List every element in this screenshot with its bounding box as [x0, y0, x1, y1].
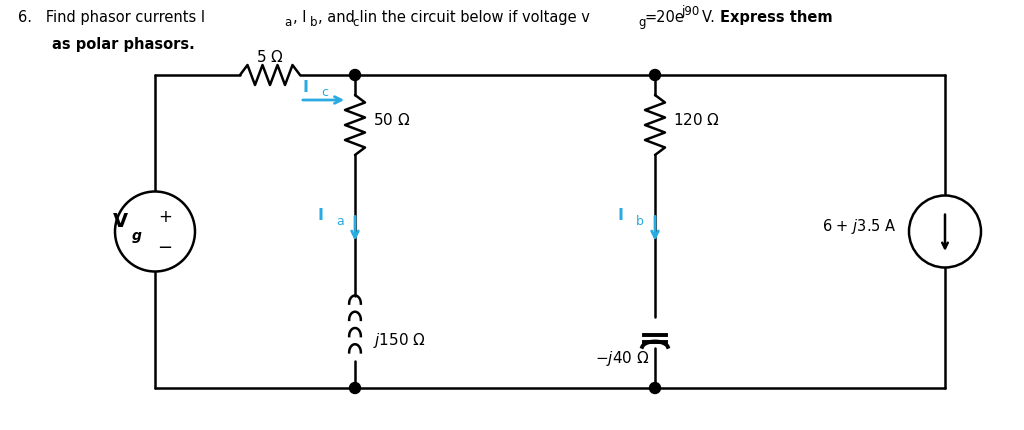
Text: a: a	[336, 215, 344, 228]
Text: $\mathbf{I}$: $\mathbf{I}$	[617, 208, 624, 224]
Text: c: c	[321, 86, 328, 99]
Text: Express them: Express them	[720, 10, 833, 25]
Text: =20e: =20e	[644, 10, 684, 25]
Text: 6 + $j$3.5 A: 6 + $j$3.5 A	[822, 217, 897, 236]
Text: $\mathbf{I}$: $\mathbf{I}$	[317, 208, 324, 224]
Text: as polar phasors.: as polar phasors.	[52, 37, 195, 52]
Text: j90: j90	[681, 5, 699, 18]
Circle shape	[909, 196, 981, 267]
Circle shape	[115, 191, 195, 271]
Text: , and I: , and I	[318, 10, 365, 25]
Circle shape	[649, 383, 660, 393]
Text: $j$150 $\Omega$: $j$150 $\Omega$	[373, 331, 426, 350]
Text: +: +	[158, 209, 172, 227]
Text: −: −	[158, 239, 173, 257]
Text: in the circuit below if voltage v: in the circuit below if voltage v	[359, 10, 590, 25]
Text: $\mathbf{V}$: $\mathbf{V}$	[112, 212, 128, 231]
Text: b: b	[636, 215, 644, 228]
Circle shape	[349, 70, 360, 80]
Text: a: a	[285, 16, 292, 29]
Text: $\mathbf{I}$: $\mathbf{I}$	[302, 79, 308, 95]
Text: 6.   Find phasor currents I: 6. Find phasor currents I	[18, 10, 205, 25]
Text: $-j$40 $\Omega$: $-j$40 $\Omega$	[595, 350, 649, 369]
Text: 5 $\Omega$: 5 $\Omega$	[256, 49, 284, 65]
Circle shape	[349, 383, 360, 393]
Text: 120 $\Omega$: 120 $\Omega$	[673, 112, 720, 128]
Text: b: b	[310, 16, 317, 29]
Circle shape	[649, 70, 660, 80]
Text: g: g	[639, 16, 646, 29]
Text: g: g	[132, 228, 142, 243]
Text: , I: , I	[293, 10, 306, 25]
Text: 50 $\Omega$: 50 $\Omega$	[373, 112, 411, 128]
Text: c: c	[352, 16, 358, 29]
Text: V.: V.	[702, 10, 724, 25]
